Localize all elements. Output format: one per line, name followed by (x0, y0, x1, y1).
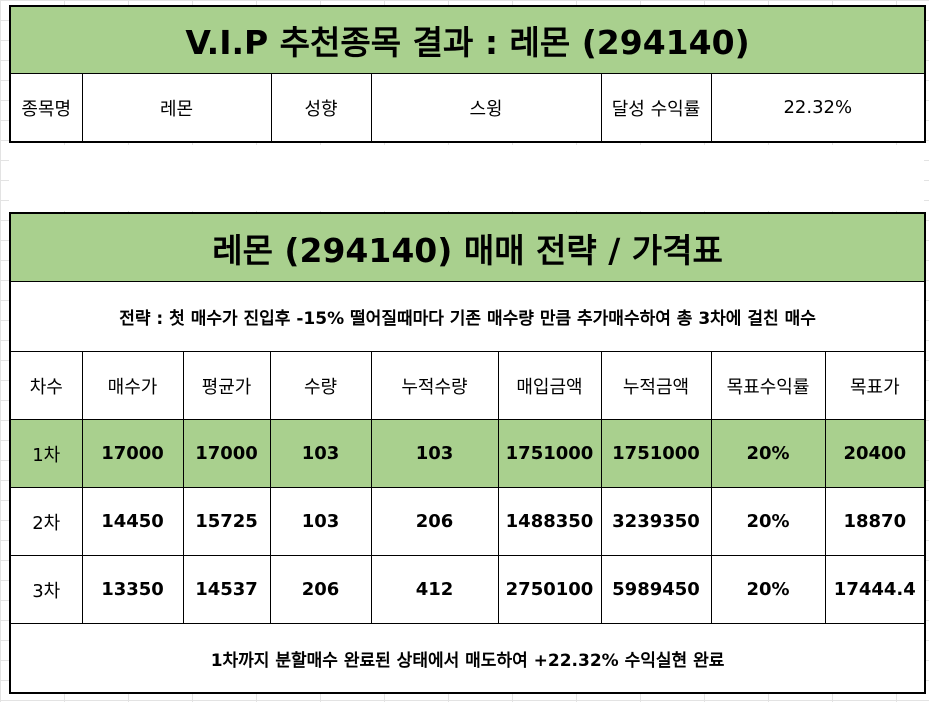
table-cell: 15725 (182, 487, 271, 556)
table-cell: 5989450 (600, 555, 712, 624)
table-cell: 103 (370, 419, 499, 488)
strategy-description: 전략 : 첫 매수가 진입후 -15% 떨어질때마다 기존 매수량 만큼 추가매… (9, 281, 926, 352)
table-cell: 2750100 (497, 555, 602, 624)
column-header: 목표가 (824, 351, 926, 420)
table-cell: 17000 (182, 419, 271, 488)
table-cell: 1751000 (600, 419, 712, 488)
table-cell: 103 (269, 487, 372, 556)
table-cell: 14537 (182, 555, 271, 624)
table-cell: 3차 (9, 555, 83, 624)
table-cell: 103 (269, 419, 372, 488)
style-value: 스윙 (370, 73, 602, 143)
table-cell: 3239350 (600, 487, 712, 556)
summary-info-row: 종목명 레몬 성향 스윙 달성 수익률 22.32% (9, 73, 926, 143)
table-cell: 17444.4 (824, 555, 926, 624)
column-header: 평균가 (182, 351, 271, 420)
table-cell: 20% (710, 487, 826, 556)
summary-table: V.I.P 추천종목 결과 : 레몬 (294140) 종목명 레몬 성향 스윙… (9, 5, 927, 143)
summary-title: V.I.P 추천종목 결과 : 레몬 (294140) (9, 5, 926, 74)
table-cell: 18870 (824, 487, 926, 556)
table-cell: 1751000 (497, 419, 602, 488)
column-header: 누적금액 (600, 351, 712, 420)
table-cell: 1차 (9, 419, 83, 488)
strategy-title: 레몬 (294140) 매매 전략 / 가격표 (9, 212, 926, 282)
table-cell: 206 (269, 555, 372, 624)
return-label: 달성 수익률 (600, 73, 712, 143)
table-cell: 1488350 (497, 487, 602, 556)
column-header: 누적수량 (370, 351, 499, 420)
table-row: 2차 14450 15725 103 206 1488350 3239350 2… (9, 487, 926, 556)
table-cell: 412 (370, 555, 499, 624)
table-cell: 20% (710, 419, 826, 488)
column-header: 차수 (9, 351, 83, 420)
style-label: 성향 (270, 73, 372, 143)
stock-name-label: 종목명 (9, 73, 83, 143)
column-header: 수량 (269, 351, 372, 420)
blank-spacer (9, 145, 924, 211)
strategy-table: 레몬 (294140) 매매 전략 / 가격표 전략 : 첫 매수가 진입후 -… (9, 212, 927, 694)
column-header: 매입금액 (497, 351, 602, 420)
column-header: 목표수익률 (710, 351, 826, 420)
table-cell: 14450 (81, 487, 184, 556)
return-value: 22.32% (710, 73, 926, 143)
column-header: 매수가 (81, 351, 184, 420)
table-cell: 2차 (9, 487, 83, 556)
stock-name-value: 레몬 (81, 73, 272, 143)
table-cell: 20% (710, 555, 826, 624)
table-row: 3차 13350 14537 206 412 2750100 5989450 2… (9, 555, 926, 624)
table-row: 1차 17000 17000 103 103 1751000 1751000 2… (9, 419, 926, 488)
result-footer: 1차까지 분할매수 완료된 상태에서 매도하여 +22.32% 수익실현 완료 (9, 623, 926, 694)
table-cell: 206 (370, 487, 499, 556)
table-cell: 13350 (81, 555, 184, 624)
table-header-row: 차수 매수가 평균가 수량 누적수량 매입금액 누적금액 목표수익률 목표가 (9, 351, 926, 420)
table-cell: 20400 (824, 419, 926, 488)
table-cell: 17000 (81, 419, 184, 488)
